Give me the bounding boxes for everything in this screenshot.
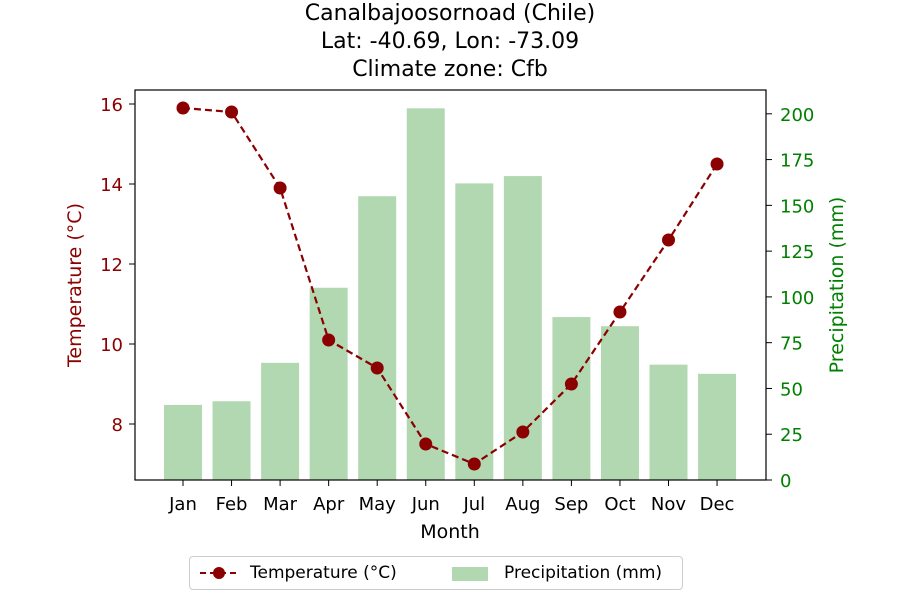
chart-title-line-1: Canalbajoosornoad (Chile) xyxy=(304,1,596,26)
right-y-tick-label: 150 xyxy=(780,196,814,217)
right-y-tick-label: 75 xyxy=(780,334,803,355)
left-y-tick-label: 10 xyxy=(100,335,123,356)
precipitation-bar xyxy=(406,108,445,480)
temperature-point xyxy=(613,305,627,319)
precipitation-bar xyxy=(600,326,639,480)
left-y-tick-label: 14 xyxy=(100,175,123,196)
right-y-tick-label: 25 xyxy=(780,425,803,446)
temperature-line-layer xyxy=(176,101,724,471)
temperature-point xyxy=(176,101,190,115)
legend-item-temperature: Temperature (°C) xyxy=(198,557,397,589)
temperature-point xyxy=(662,233,675,247)
temperature-point xyxy=(370,361,384,375)
x-tick-label: Jul xyxy=(462,494,485,515)
x-tick-label: Feb xyxy=(216,494,248,515)
precipitation-bar xyxy=(309,287,348,480)
left-axis-label: Temperature (°C) xyxy=(64,203,86,368)
x-axis: Jan Feb Mar Apr May Jun Jul Aug Sep Oct Nov Dec xyxy=(168,480,734,515)
left-y-tick-label: 12 xyxy=(100,255,123,276)
x-tick-label: Sep xyxy=(554,494,588,515)
x-axis-label: Month xyxy=(420,521,480,543)
x-tick-label: Mar xyxy=(263,494,298,515)
temperature-point xyxy=(419,437,433,451)
precipitation-bars xyxy=(164,108,737,480)
precipitation-bar xyxy=(212,401,251,480)
right-y-tick-label: 0 xyxy=(780,471,791,492)
chart-title: Canalbajoosornoad (Chile) Lat: -40.69, L… xyxy=(0,0,900,84)
right-y-tick-label: 200 xyxy=(780,105,814,126)
x-tick-label: Nov xyxy=(651,494,686,515)
precipitation-bar xyxy=(698,373,737,480)
chart-title-line-2: Lat: -40.69, Lon: -73.09 xyxy=(320,29,580,54)
precipitation-legend-swatch xyxy=(452,567,488,581)
x-tick-label: Jan xyxy=(168,494,197,515)
x-tick-label: Dec xyxy=(700,494,735,515)
precipitation-bar xyxy=(455,183,494,480)
precipitation-bar xyxy=(649,364,688,480)
left-axis: 8 10 12 14 16 xyxy=(100,95,135,436)
temperature-point xyxy=(225,105,239,119)
x-tick-label: Apr xyxy=(313,494,345,515)
right-y-tick-label: 175 xyxy=(780,151,814,172)
legend-item-precipitation: Precipitation (mm) xyxy=(450,557,662,589)
x-tick-label: Jun xyxy=(411,494,440,515)
temperature-point xyxy=(273,181,287,195)
right-y-tick-label: 100 xyxy=(780,288,814,309)
temperature-point xyxy=(467,457,481,471)
x-tick-label: May xyxy=(359,494,397,515)
right-y-tick-label: 50 xyxy=(780,379,803,400)
temperature-point xyxy=(564,377,578,391)
precipitation-bar xyxy=(358,196,397,480)
temperature-point xyxy=(516,425,530,439)
precipitation-bar xyxy=(261,362,300,480)
legend: Temperature (°C) Precipitation (mm) xyxy=(189,556,683,590)
x-tick-label: Aug xyxy=(505,494,540,515)
left-y-tick-label: 8 xyxy=(112,415,123,436)
temperature-line xyxy=(182,106,718,466)
plot-frame xyxy=(134,89,767,481)
right-axis-label: Precipitation (mm) xyxy=(826,197,848,374)
chart-title-line-3: Climate zone: Cfb xyxy=(352,57,548,82)
legend-label-precipitation: Precipitation (mm) xyxy=(504,563,663,583)
legend-label-temperature: Temperature (°C) xyxy=(250,563,397,583)
right-axis: 0 25 50 75 100 125 150 175 200 xyxy=(766,105,814,492)
right-y-tick-label: 125 xyxy=(780,242,814,263)
x-tick-label: Oct xyxy=(604,494,635,515)
temperature-legend-marker xyxy=(200,567,238,579)
left-y-tick-label: 16 xyxy=(100,95,123,116)
temperature-point xyxy=(710,157,724,171)
precipitation-bar xyxy=(164,404,202,480)
temperature-point xyxy=(322,333,336,347)
precipitation-bar xyxy=(552,317,591,480)
